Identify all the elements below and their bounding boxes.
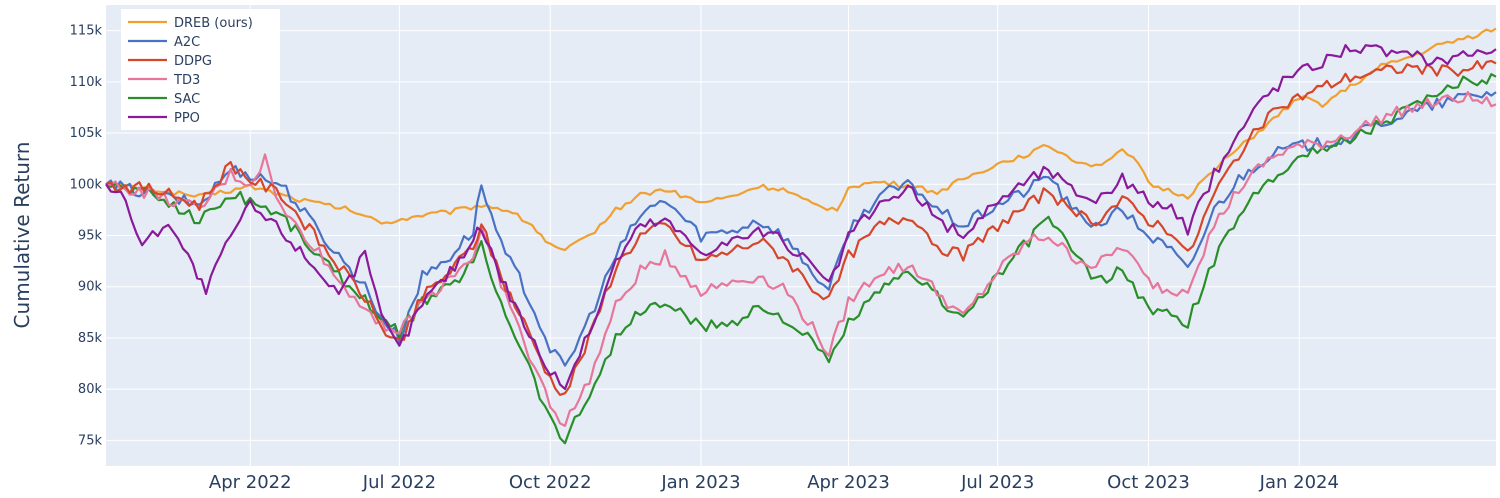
y-tick-label: 115k — [70, 24, 103, 39]
y-tick-label: 100k — [70, 177, 103, 192]
grid — [106, 5, 1496, 466]
x-tick-label: Jan 2023 — [660, 472, 740, 493]
x-tick-label: Oct 2022 — [509, 472, 592, 493]
legend-entry: A2C — [174, 35, 200, 50]
legend-entry: DREB (ours) — [174, 16, 253, 31]
y-axis-label: Cumulative Return — [10, 142, 34, 329]
x-axis: Apr 2022 Jul 2022 Oct 2022 Jan 2023 Apr 2023… — [209, 472, 1339, 493]
legend-entry: PPO — [174, 111, 200, 126]
legend-entry: TD3 — [173, 73, 200, 88]
series-line-ppo — [105, 44, 1497, 390]
x-tick-label: Apr 2022 — [209, 472, 292, 493]
x-tick-label: Oct 2023 — [1107, 472, 1190, 493]
legend-entry: SAC — [174, 92, 200, 107]
y-tick-label: 105k — [70, 126, 103, 141]
y-axis: 75k 80k 85k 90k 95k 100k 105k 110k 115k — [70, 24, 103, 449]
y-tick-label: 75k — [78, 433, 103, 448]
series-line-td3 — [105, 91, 1497, 427]
y-tick-label: 90k — [78, 280, 103, 295]
x-tick-label: Jul 2022 — [362, 472, 436, 493]
y-tick-label: 110k — [70, 75, 103, 90]
series-lines — [105, 27, 1497, 445]
y-tick-label: 95k — [78, 229, 103, 244]
y-tick-label: 85k — [78, 331, 103, 346]
series-line-sac — [105, 73, 1497, 445]
legend-box — [121, 9, 280, 130]
series-line-ddpg — [105, 59, 1497, 396]
legend: DREB (ours) A2C DDPG TD3 SAC PPO — [121, 9, 280, 130]
y-tick-label: 80k — [78, 382, 103, 397]
series-line-dreb-ours — [105, 27, 1497, 252]
x-tick-label: Apr 2023 — [807, 472, 890, 493]
x-tick-label: Jan 2024 — [1259, 472, 1339, 493]
legend-entry: DDPG — [174, 54, 212, 69]
x-tick-label: Jul 2023 — [960, 472, 1034, 493]
